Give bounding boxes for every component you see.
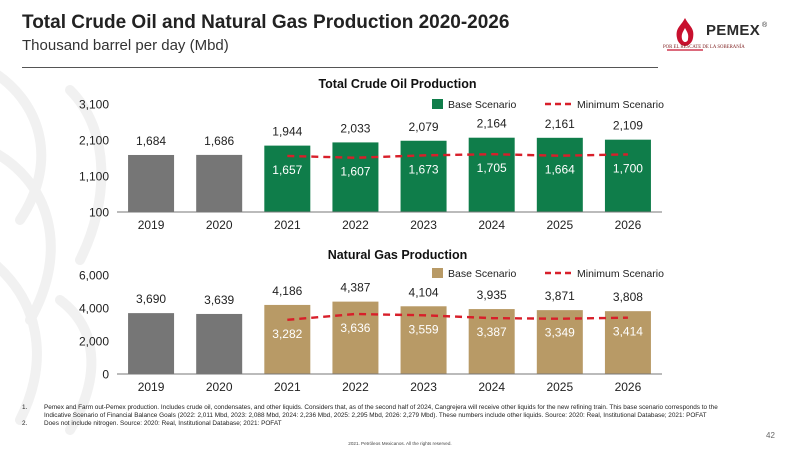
bar-2022 bbox=[332, 301, 379, 374]
bar-2023 bbox=[400, 140, 447, 212]
y-tick-label: 6,000 bbox=[79, 269, 109, 283]
x-tick-label: 2023 bbox=[410, 218, 437, 232]
bar-2024 bbox=[468, 137, 515, 212]
legend-label-minimum: Minimum Scenario bbox=[577, 268, 664, 280]
bar-value-label: 2,164 bbox=[477, 117, 507, 131]
legend-label-minimum: Minimum Scenario bbox=[577, 99, 664, 111]
bar-value-label: 4,387 bbox=[340, 281, 370, 295]
footnote-1: 1. Pemex and Farm out-Pemex production. … bbox=[22, 404, 722, 420]
x-tick-label: 2022 bbox=[342, 218, 369, 232]
logo-registered-mark: ® bbox=[762, 22, 768, 29]
bar-2024 bbox=[468, 309, 515, 374]
footnotes: 1. Pemex and Farm out-Pemex production. … bbox=[22, 404, 722, 429]
footnote-number: 1. bbox=[22, 404, 28, 411]
bar-value-label: 1,944 bbox=[272, 125, 302, 139]
minimum-value-label: 1,673 bbox=[409, 162, 439, 176]
y-tick-label: 1,100 bbox=[79, 170, 109, 184]
x-tick-label: 2024 bbox=[478, 380, 505, 394]
bar-value-label: 3,639 bbox=[204, 293, 234, 307]
bar-2025 bbox=[536, 310, 583, 374]
bar-2026 bbox=[604, 311, 651, 374]
page-subtitle: Thousand barrel per day (Mbd) bbox=[22, 37, 229, 54]
bar-value-label: 3,690 bbox=[136, 292, 166, 306]
x-tick-label: 2026 bbox=[615, 380, 642, 394]
x-tick-label: 2025 bbox=[546, 218, 573, 232]
legend-swatch-base bbox=[432, 268, 443, 278]
bar-value-label: 3,871 bbox=[545, 289, 575, 303]
x-tick-label: 2024 bbox=[478, 218, 505, 232]
bar-2025 bbox=[536, 137, 583, 212]
bar-value-label: 3,935 bbox=[477, 288, 507, 302]
x-tick-label: 2025 bbox=[546, 380, 573, 394]
bar-2020 bbox=[196, 154, 243, 212]
x-tick-label: 2019 bbox=[138, 218, 165, 232]
y-tick-label: 4,000 bbox=[79, 302, 109, 316]
y-tick-label: 2,000 bbox=[79, 335, 109, 349]
x-tick-label: 2020 bbox=[206, 218, 233, 232]
minimum-value-label: 1,607 bbox=[340, 165, 370, 179]
footnote-text: Does not include nitrogen. Source: 2020:… bbox=[44, 420, 282, 428]
minimum-value-label: 1,700 bbox=[613, 161, 643, 175]
bar-2026 bbox=[604, 139, 651, 212]
bar-value-label: 1,686 bbox=[204, 134, 234, 148]
bar-value-label: 2,109 bbox=[613, 119, 643, 133]
bar-2019 bbox=[128, 154, 175, 212]
bar-2021 bbox=[264, 304, 311, 374]
bar-2023 bbox=[400, 306, 447, 374]
page-number: 42 bbox=[766, 431, 775, 440]
bar-value-label: 2,079 bbox=[409, 120, 439, 134]
minimum-value-label: 3,282 bbox=[272, 327, 302, 341]
logo-tagline: POR EL RESCATE DE LA SOBERANÍA bbox=[663, 45, 745, 50]
minimum-scenario-line bbox=[287, 312, 628, 322]
footnote-number: 2. bbox=[22, 420, 28, 428]
minimum-value-label: 3,387 bbox=[477, 325, 507, 339]
x-tick-label: 2021 bbox=[274, 218, 301, 232]
chart-title: Total Crude Oil Production bbox=[318, 77, 476, 91]
legend-label-base: Base Scenario bbox=[448, 99, 516, 111]
y-tick-label: 3,100 bbox=[79, 98, 109, 112]
legend-label-base: Base Scenario bbox=[448, 268, 516, 280]
x-tick-label: 2020 bbox=[206, 380, 233, 394]
bar-value-label: 1,684 bbox=[136, 134, 166, 148]
bar-value-label: 2,033 bbox=[340, 121, 370, 135]
y-tick-label: 0 bbox=[102, 368, 109, 382]
bar-2020 bbox=[196, 313, 243, 374]
bar-2022 bbox=[332, 142, 379, 212]
bar-value-label: 3,808 bbox=[613, 290, 643, 304]
bar-value-label: 4,104 bbox=[409, 285, 439, 299]
x-tick-label: 2026 bbox=[615, 218, 642, 232]
pemex-logo-icon bbox=[667, 18, 703, 51]
y-tick-label: 2,100 bbox=[79, 134, 109, 148]
minimum-value-label: 1,705 bbox=[477, 161, 507, 175]
minimum-value-label: 3,559 bbox=[409, 322, 439, 336]
copyright-notice: 2021. Petróleos Mexicanos. All the right… bbox=[348, 441, 452, 446]
minimum-value-label: 1,664 bbox=[545, 163, 575, 177]
page-title: Total Crude Oil and Natural Gas Producti… bbox=[22, 12, 510, 33]
minimum-scenario-line bbox=[287, 153, 628, 159]
legend-swatch-base bbox=[432, 99, 443, 109]
footnote-text: Pemex and Farm out-Pemex production. Inc… bbox=[44, 404, 718, 420]
chart-title: Natural Gas Production bbox=[328, 248, 468, 262]
bar-value-label: 2,161 bbox=[545, 117, 575, 131]
bar-2019 bbox=[128, 313, 175, 374]
minimum-value-label: 1,657 bbox=[272, 163, 302, 177]
minimum-value-label: 3,414 bbox=[613, 325, 643, 339]
x-tick-label: 2019 bbox=[138, 380, 165, 394]
minimum-value-label: 3,636 bbox=[340, 321, 370, 335]
x-tick-label: 2022 bbox=[342, 380, 369, 394]
minimum-value-label: 3,349 bbox=[545, 326, 575, 340]
x-tick-label: 2021 bbox=[274, 380, 301, 394]
title-divider bbox=[22, 67, 658, 68]
logo-wordmark: PEMEX bbox=[706, 22, 761, 39]
y-tick-label: 100 bbox=[89, 206, 109, 220]
footnote-2: 2. Does not include nitrogen. Source: 20… bbox=[22, 420, 722, 428]
x-tick-label: 2023 bbox=[410, 380, 437, 394]
bar-value-label: 4,186 bbox=[272, 284, 302, 298]
